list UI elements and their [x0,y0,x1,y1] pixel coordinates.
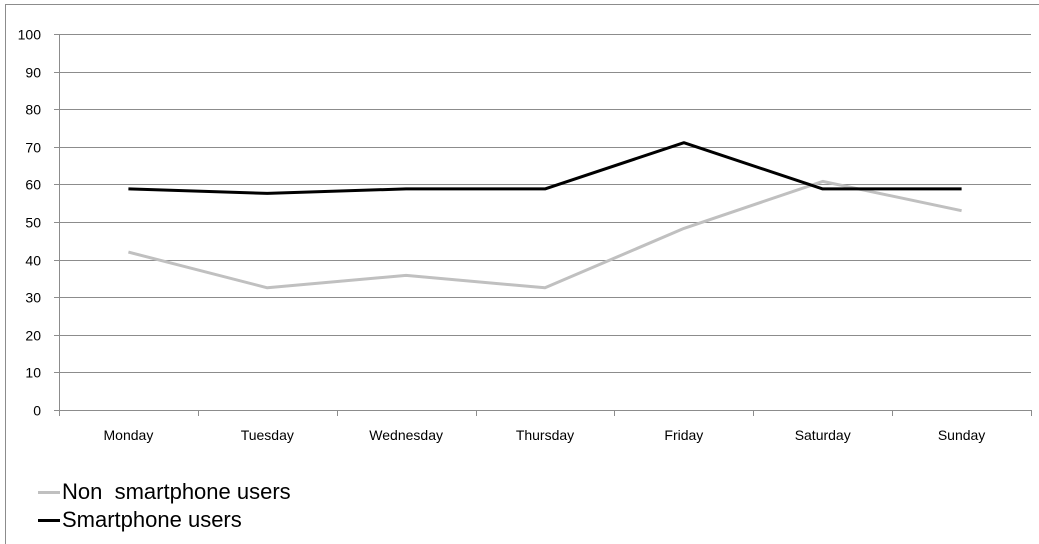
y-tick-label-70: 70 [25,140,41,156]
y-tick-label-10: 10 [25,365,41,381]
y-tick-label-0: 0 [33,403,41,419]
y-axis-tick-labels: 0 10 20 30 40 50 60 70 80 90 100 [18,27,42,419]
x-tick-label-friday: Friday [664,427,703,443]
y-tick-label-60: 60 [25,177,41,193]
y-tick-label-80: 80 [25,102,41,118]
legend-item-smartphone-users: Smartphone users [38,506,291,534]
legend-swatch-non-smartphone-users [38,491,60,494]
legend-label-non-smartphone-users: Non smartphone users [62,479,291,505]
axes [59,34,1032,416]
line-chart: 0 10 20 30 40 50 60 70 80 90 100 Monday Tuesday Wedn… [0,0,1039,470]
y-tick-label-50: 50 [25,215,41,231]
x-tick-label-monday: Monday [104,427,154,443]
legend-swatch-smartphone-users [38,519,60,522]
legend: Non smartphone users Smartphone users [38,478,291,534]
y-tick-label-90: 90 [25,65,41,81]
legend-label-smartphone-users: Smartphone users [62,507,242,533]
y-tick-label-40: 40 [25,253,41,269]
y-tick-label-20: 20 [25,328,41,344]
x-tick-label-tuesday: Tuesday [241,427,294,443]
gridlines [54,35,1031,411]
series-lines [128,143,961,288]
x-tick-label-thursday: Thursday [516,427,574,443]
x-axis-tick-labels: Monday Tuesday Wednesday Thursday Friday Satu… [104,427,986,443]
legend-item-non-smartphone-users: Non smartphone users [38,478,291,506]
x-tick-label-wednesday: Wednesday [369,427,443,443]
x-tick-label-sunday: Sunday [938,427,985,443]
x-tick-label-saturday: Saturday [795,427,851,443]
series-line-non-smartphone-users [128,181,961,287]
y-tick-label-30: 30 [25,290,41,306]
y-tick-label-100: 100 [18,27,42,43]
